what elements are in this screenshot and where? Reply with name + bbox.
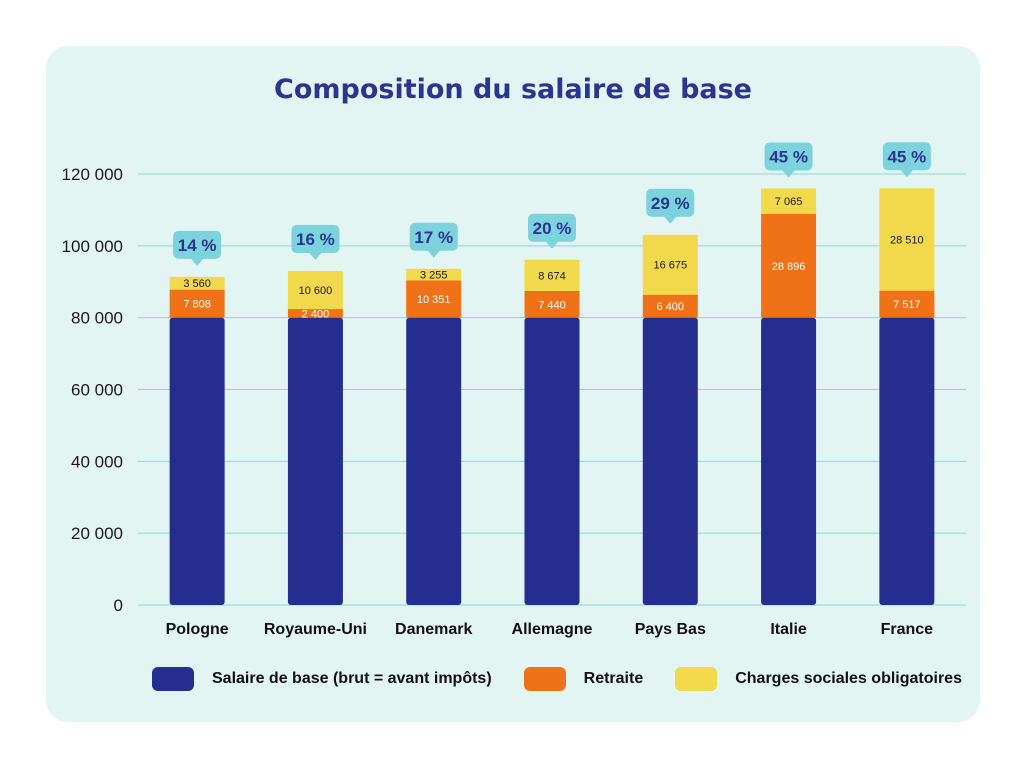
percent-label: 20 % <box>533 219 572 238</box>
data-label-retraite: 7 440 <box>538 299 566 311</box>
data-label-charges: 7 065 <box>775 196 803 208</box>
percent-label: 17 % <box>414 228 453 247</box>
bar-charges <box>879 188 935 291</box>
bar-base <box>406 317 462 605</box>
percent-bubble <box>882 142 931 178</box>
bar-base <box>287 317 343 605</box>
x-tick-label: Royaume-Uni <box>264 621 367 638</box>
legend-item-charges: Charges sociales obligatoires <box>675 667 962 691</box>
legend-item-base: Salaire de base (brut = avant impôts) <box>152 667 492 691</box>
data-label-retraite: 6 400 <box>657 301 685 313</box>
data-label-charges: 16 675 <box>653 260 687 272</box>
percent-label: 16 % <box>296 230 335 249</box>
data-label-retraite: 7 517 <box>893 299 921 311</box>
chart-legend: Salaire de base (brut = avant impôts) Re… <box>152 665 994 693</box>
percent-bubble <box>646 188 695 224</box>
percent-label: 29 % <box>651 194 690 213</box>
y-tick-label: 40 000 <box>71 452 123 471</box>
percent-bubble <box>409 222 458 258</box>
x-tick-label: France <box>881 621 934 638</box>
x-tick-label: Allemagne <box>512 621 593 638</box>
data-label-charges: 8 674 <box>538 270 566 282</box>
bar-retraite <box>761 213 817 318</box>
chart-title: Composition du salaire de base <box>274 74 752 105</box>
bar-charges <box>406 268 462 281</box>
bar-charges <box>524 259 580 291</box>
x-tick-label: Pologne <box>166 621 229 638</box>
percent-label: 45 % <box>769 148 808 167</box>
bar-retraite <box>879 290 935 318</box>
bar-retraite <box>524 290 580 318</box>
bar-base <box>524 317 580 605</box>
bar-charges <box>761 188 817 214</box>
data-label-retraite: 2 400 <box>302 308 330 320</box>
x-tick-label: Danemark <box>395 621 472 638</box>
y-tick-label: 0 <box>114 596 123 615</box>
y-tick-label: 20 000 <box>71 524 123 543</box>
y-tick-label: 80 000 <box>71 309 123 328</box>
percent-label: 14 % <box>178 236 217 255</box>
legend-swatch-retraite <box>523 667 566 691</box>
data-label-retraite: 10 351 <box>417 294 451 306</box>
bar-retraite <box>169 289 225 318</box>
data-label-charges: 28 510 <box>890 234 924 246</box>
bar-charges <box>169 276 225 290</box>
data-label-retraite: 28 896 <box>772 261 806 273</box>
bar-base <box>169 317 225 605</box>
percent-label: 45 % <box>887 147 926 166</box>
y-tick-label: 120 000 <box>62 165 123 184</box>
legend-item-retraite: Retraite <box>523 667 644 691</box>
legend-label-charges: Charges sociales obligatoires <box>735 670 962 687</box>
bar-base <box>879 317 935 605</box>
data-label-retraite: 7 808 <box>183 299 211 311</box>
legend-swatch-base <box>152 667 194 691</box>
percent-bubble <box>173 230 222 266</box>
legend-label-retraite: Retraite <box>583 670 644 687</box>
bar-base <box>642 317 698 605</box>
bar-retraite <box>287 309 343 318</box>
percent-bubble <box>291 224 340 260</box>
bar-retraite <box>406 280 462 318</box>
bar-base <box>761 317 817 605</box>
data-label-charges: 3 560 <box>183 278 211 290</box>
y-tick-label: 60 000 <box>71 381 123 400</box>
data-label-charges: 3 255 <box>420 270 448 282</box>
bar-charges <box>642 234 698 295</box>
legend-swatch-charges <box>675 667 718 691</box>
percent-bubble <box>764 142 813 178</box>
bar-retraite <box>642 294 698 318</box>
x-tick-label: Italie <box>770 621 807 638</box>
legend-label-base: Salaire de base (brut = avant impôts) <box>212 670 492 687</box>
y-tick-label: 100 000 <box>62 237 123 256</box>
bar-charges <box>287 270 343 310</box>
percent-bubble <box>528 213 576 249</box>
x-tick-label: Pays Bas <box>635 621 706 638</box>
data-label-charges: 10 600 <box>299 285 333 297</box>
